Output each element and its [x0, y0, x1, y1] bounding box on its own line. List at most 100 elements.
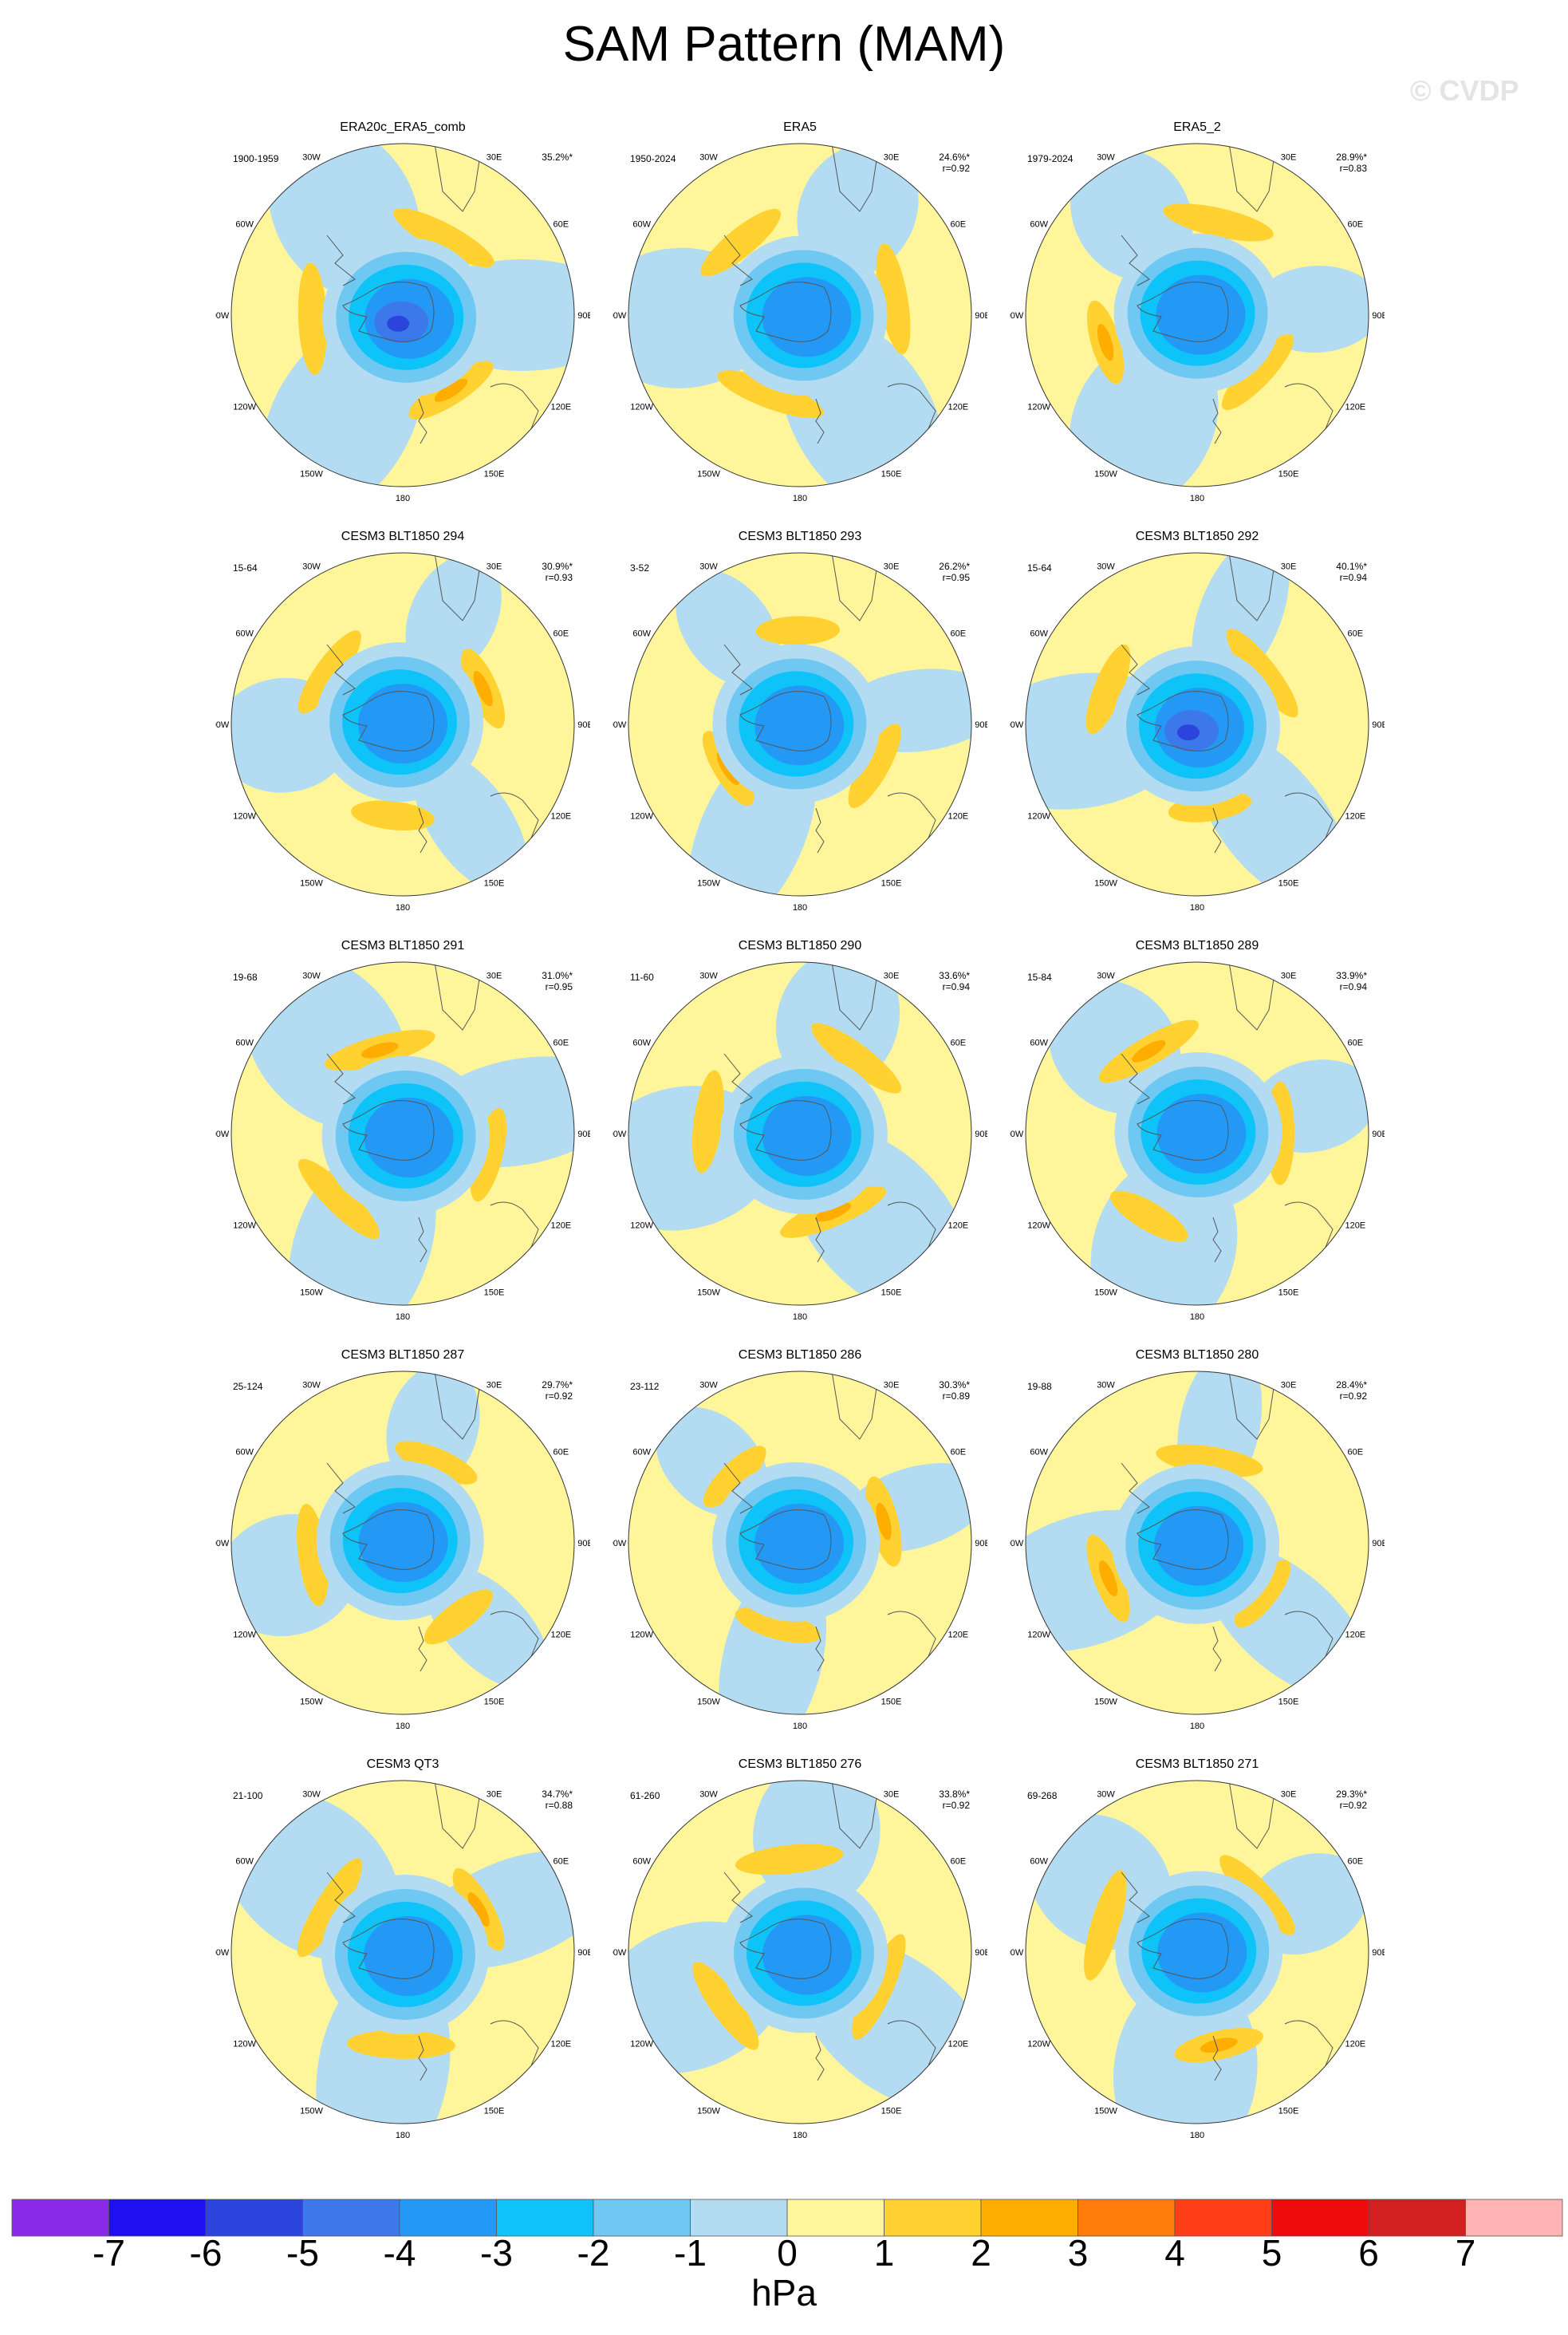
longitude-label: 60W: [632, 629, 651, 639]
polar-map: 0 30E 60E 90E 120E 150E 180 150W 120W 90W 60W 30W: [613, 545, 987, 913]
longitude-label: 150W: [300, 469, 323, 479]
south-america-coastline: [723, 1872, 753, 1923]
panel-stats: 35.2%*: [542, 152, 573, 163]
africa-coastline: [1228, 553, 1278, 621]
longitude-label: 0: [798, 1773, 802, 1775]
longitude-label: 0: [798, 1363, 802, 1366]
new-zealand-coastline: [815, 1217, 825, 1263]
colorbar-tick-label: 2: [971, 2232, 991, 2274]
longitude-label: 120W: [1027, 1631, 1050, 1640]
longitude-label: 0: [1195, 136, 1200, 138]
pattern-correlation: r=0.92: [942, 1800, 970, 1811]
australia-coastline: [1284, 383, 1334, 432]
longitude-label: 150W: [1094, 2106, 1117, 2116]
longitude-label: 120E: [947, 812, 968, 822]
australia-coastline: [887, 2020, 936, 2069]
africa-coastline: [831, 1781, 881, 1849]
longitude-label: 30W: [302, 972, 321, 981]
colorbar-swatch: [1174, 2199, 1272, 2237]
antarctica-coastline: [739, 1509, 832, 1570]
south-america-coastline: [326, 644, 356, 696]
longitude-label: 180: [793, 903, 807, 913]
south-america-coastline: [723, 1053, 753, 1105]
antarctica-coastline: [1137, 691, 1229, 751]
map-border: [230, 961, 575, 1306]
south-america-coastline: [1121, 1872, 1150, 1923]
longitude-label: 90W: [215, 1948, 230, 1958]
pattern-correlation: r=0.88: [545, 1800, 573, 1811]
longitude-label: 150W: [300, 1288, 323, 1297]
colorbar-tick-label: -1: [674, 2232, 707, 2274]
map-border: [230, 143, 575, 487]
australia-coastline: [887, 1611, 936, 1659]
longitude-label: 150E: [1278, 878, 1299, 888]
africa-coastline: [434, 1781, 483, 1849]
new-zealand-coastline: [418, 1217, 427, 1263]
australia-coastline: [490, 1201, 539, 1250]
longitude-label: 120W: [233, 812, 256, 822]
polar-contour-4: [364, 1097, 454, 1177]
longitude-label: 90E: [577, 720, 590, 730]
colorbar-swatch: [1271, 2199, 1369, 2237]
antarctica-coastline: [739, 1919, 832, 1979]
longitude-label: 150E: [484, 878, 505, 888]
positive-lobe: [692, 1962, 759, 2050]
pattern-correlation: r=0.94: [1339, 981, 1367, 992]
positive-lobe: [755, 616, 841, 645]
longitude-label: 0: [400, 954, 405, 956]
colorbar-tick-label: 4: [1164, 2232, 1185, 2274]
longitude-label: 30W: [1097, 1790, 1115, 1800]
colorbar-swatch: [108, 2199, 207, 2237]
colorbar-swatch: [496, 2199, 594, 2237]
longitude-label: 30W: [302, 153, 321, 163]
new-zealand-coastline: [1212, 2035, 1222, 2081]
positive-core: [1200, 2037, 1238, 2053]
explained-variance: 33.9%*: [1336, 970, 1367, 981]
map-panel: CESM3 BLT1850 294 0 30E 60E 90E 120E 150E 180 15…: [215, 529, 590, 936]
panel-title: ERA5: [783, 120, 817, 134]
longitude-label: 30W: [1097, 562, 1115, 572]
longitude-label: 120W: [1027, 403, 1050, 412]
negative-lobe: [405, 554, 502, 678]
longitude-label: 180: [1190, 1312, 1204, 1322]
south-america-coastline: [723, 644, 753, 696]
colorbar-swatch: [786, 2199, 884, 2237]
longitude-label: 30W: [302, 1790, 321, 1800]
explained-variance: 28.4%*: [1336, 1379, 1367, 1390]
longitude-label: 180: [396, 903, 410, 913]
explained-variance: 29.3%*: [1336, 1789, 1367, 1800]
longitude-label: 90E: [577, 1130, 590, 1139]
colorbar-units: hPa: [751, 2272, 817, 2313]
antarctica-coastline: [739, 282, 832, 342]
panel-stats: 24.6%* r=0.92: [939, 152, 970, 174]
panel-years: 19-68: [233, 972, 258, 983]
longitude-label: 30E: [1281, 1790, 1297, 1800]
panel-years: 1979-2024: [1027, 153, 1074, 164]
longitude-label: 30W: [699, 1381, 718, 1390]
colorbar-tick-label: -2: [577, 2232, 610, 2274]
longitude-label: 60W: [235, 629, 254, 639]
longitude-label: 60W: [632, 1857, 651, 1867]
map-border: [628, 1371, 972, 1715]
longitude-label: 90W: [1010, 1539, 1024, 1548]
polar-map: 0 30E 60E 90E 120E 150E 180 150W 120W 90W 60W 30W: [215, 136, 590, 503]
positive-lobe: [1109, 1190, 1188, 1242]
positive-core: [473, 670, 493, 707]
longitude-label: 120W: [1027, 812, 1050, 822]
map-panel: CESM3 BLT1850 271 0 30E 60E 90E 120E 150E 180 15…: [1010, 1757, 1385, 2163]
longitude-label: 0: [798, 954, 802, 956]
map-border: [1025, 552, 1369, 897]
longitude-label: 30W: [1097, 972, 1115, 981]
pattern-correlation: r=0.93: [545, 572, 573, 583]
map-border: [230, 1780, 575, 2124]
colorbar-tick-label: -7: [93, 2232, 125, 2274]
panel-years: 15-84: [1027, 972, 1052, 983]
polar-contour-6: [387, 315, 410, 332]
africa-coastline: [831, 1371, 881, 1440]
panel-years: 11-60: [630, 972, 654, 983]
panel-stats: 28.4%* r=0.92: [1336, 1379, 1367, 1402]
new-zealand-coastline: [418, 807, 427, 854]
new-zealand-coastline: [1212, 807, 1222, 854]
colorbar-swatch: [399, 2199, 497, 2237]
polar-map: 0 30E 60E 90E 120E 150E 180 150W 120W 90W 60W 30W: [613, 1773, 987, 2140]
